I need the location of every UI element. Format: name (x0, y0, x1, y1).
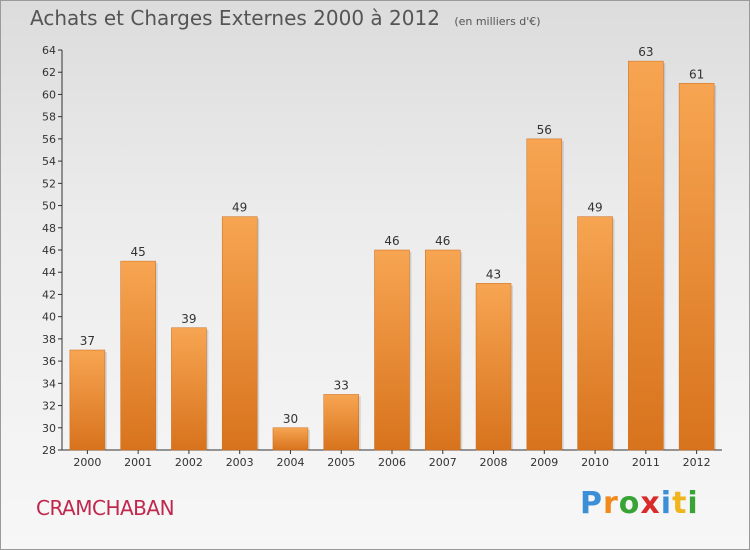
bar (120, 260, 156, 451)
y-tick-label: 56 (42, 133, 56, 146)
bar-value-label: 63 (638, 45, 653, 59)
x-tick-label: 2008 (480, 456, 508, 469)
bar (374, 249, 410, 451)
bar-value-label: 61 (689, 67, 704, 81)
bar-value-label: 33 (334, 378, 349, 392)
proxiti-logo: Proxiti (580, 486, 699, 521)
bar (69, 349, 106, 451)
x-tick-label: 2004 (276, 456, 304, 469)
bar-value-label: 49 (232, 201, 247, 215)
bar (475, 283, 512, 451)
y-tick-label: 46 (42, 244, 56, 257)
y-tick-label: 32 (42, 400, 56, 413)
bar-value-label: 37 (80, 334, 95, 348)
bar (425, 249, 461, 451)
x-tick-label: 2007 (429, 456, 457, 469)
x-tick-label: 2005 (327, 456, 355, 469)
y-tick-label: 64 (42, 44, 56, 57)
bar-value-label: 46 (435, 234, 450, 248)
y-tick-label: 60 (42, 88, 56, 101)
logo-letter: P (580, 486, 603, 521)
y-tick-label: 54 (42, 155, 56, 168)
place-name: CRAMCHABAN (36, 496, 175, 520)
logo-letter: i (687, 486, 699, 521)
y-tick-label: 62 (42, 66, 56, 79)
bar (323, 394, 359, 451)
x-tick-label: 2010 (581, 456, 609, 469)
y-tick-label: 40 (42, 311, 56, 324)
bar-value-label: 45 (131, 245, 146, 259)
y-tick-label: 28 (42, 444, 56, 457)
logo-letter: r (603, 486, 619, 521)
x-tick-label: 2000 (73, 456, 101, 469)
chart-title-text: Achats et Charges Externes 2000 à 2012 (30, 6, 440, 30)
logo-letter: i (660, 486, 673, 521)
x-tick-label: 2011 (632, 456, 660, 469)
x-tick-label: 2006 (378, 456, 406, 469)
x-tick-label: 2001 (124, 456, 152, 469)
y-tick-label: 38 (42, 333, 56, 346)
y-tick-label: 36 (42, 355, 56, 368)
logo-letter: t (672, 486, 688, 521)
chart-unit: (en milliers d'€) (454, 15, 541, 28)
y-tick-label: 50 (42, 200, 56, 213)
bar-value-label: 56 (537, 123, 552, 137)
bar (628, 60, 664, 451)
bar-value-label: 30 (283, 412, 298, 426)
bar-value-label: 39 (181, 312, 196, 326)
bar (272, 427, 309, 451)
bar (678, 83, 715, 451)
x-tick-label: 2002 (175, 456, 203, 469)
bar-value-label: 43 (486, 267, 501, 281)
logo-letter: o (618, 486, 641, 521)
bar-value-label: 46 (384, 234, 399, 248)
y-tick-label: 34 (42, 377, 56, 390)
logo-letter: x (640, 486, 661, 521)
bar (171, 327, 207, 451)
y-tick-label: 58 (42, 111, 56, 124)
bar (526, 138, 563, 451)
y-tick-label: 48 (42, 222, 56, 235)
chart-title: Achats et Charges Externes 2000 à 2012 (… (30, 6, 541, 30)
x-tick-label: 2012 (683, 456, 711, 469)
bar (577, 216, 613, 451)
x-tick-label: 2009 (530, 456, 558, 469)
y-tick-label: 30 (42, 422, 56, 435)
y-tick-label: 44 (42, 266, 56, 279)
y-tick-label: 52 (42, 177, 56, 190)
bar-value-label: 49 (587, 201, 602, 215)
bar (221, 216, 258, 451)
x-tick-label: 2003 (226, 456, 254, 469)
y-tick-label: 42 (42, 288, 56, 301)
